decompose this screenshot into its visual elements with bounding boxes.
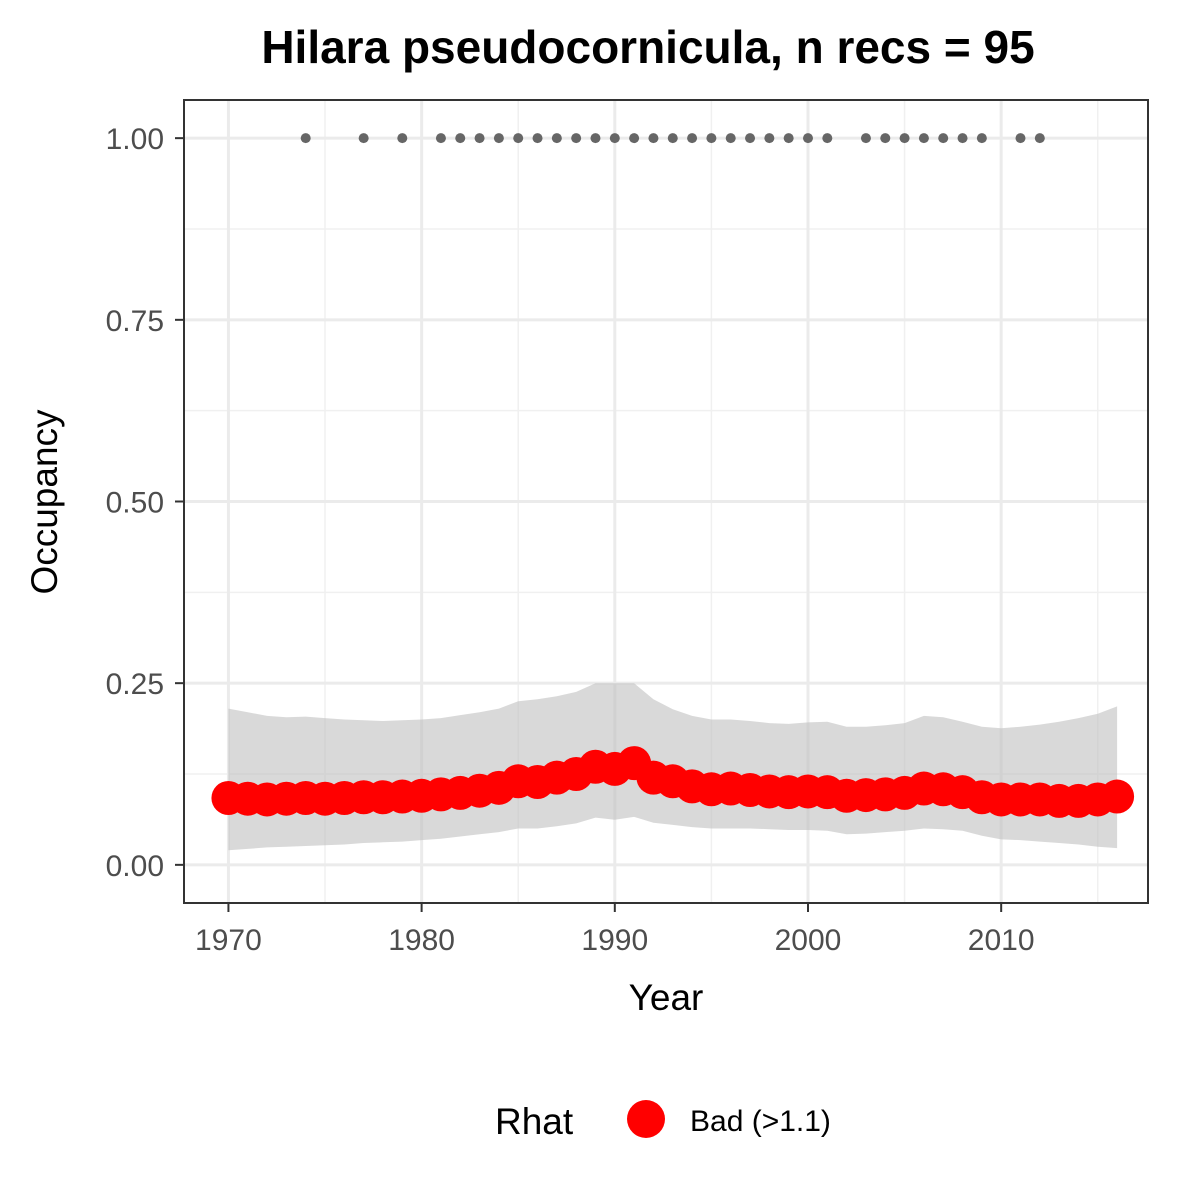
record-point [435,133,446,144]
record-point [1015,133,1026,144]
record-point [860,133,871,144]
records-layer [300,133,1045,144]
record-point [745,133,756,144]
x-tick-label: 2000 [775,924,842,957]
record-point [397,133,408,144]
record-point [687,133,698,144]
record-point [551,133,562,144]
record-point [725,133,736,144]
x-tick-label: 2010 [968,924,1035,957]
record-point [493,133,504,144]
x-axis-title: Year [629,977,704,1018]
y-axis: 0.00 0.25 0.50 0.75 1.00 [106,123,184,883]
record-point [358,133,369,144]
record-point [822,133,833,144]
y-tick-label: 0.00 [106,850,164,883]
record-point [802,133,813,144]
record-point [300,133,311,144]
record-point [571,133,582,144]
record-point [532,133,543,144]
record-point [706,133,717,144]
record-point [938,133,949,144]
record-point [957,133,968,144]
record-point [648,133,659,144]
legend: Rhat Bad (>1.1) [495,1100,831,1142]
record-point [1034,133,1045,144]
y-tick-label: 0.75 [106,305,164,338]
record-point [918,133,929,144]
x-tick-label: 1990 [581,924,648,957]
legend-key-bad-rhat [627,1100,665,1138]
record-point [513,133,524,144]
y-tick-label: 0.50 [106,487,164,520]
chart-title: Hilara pseudocornicula, n recs = 95 [261,21,1034,73]
record-point [880,133,891,144]
grid-major [184,100,1148,903]
y-tick-label: 1.00 [106,123,164,156]
plot-area [183,99,1149,904]
record-point [609,133,620,144]
record-point [455,133,466,144]
record-point [667,133,678,144]
record-point [899,133,910,144]
occupancy-point [1100,779,1135,814]
record-point [976,133,987,144]
y-axis-title: Occupancy [24,409,65,595]
legend-label-bad-rhat: Bad (>1.1) [690,1105,831,1138]
record-point [783,133,794,144]
record-point [629,133,640,144]
x-tick-label: 1970 [195,924,262,957]
record-point [474,133,485,144]
y-tick-label: 0.25 [106,668,164,701]
x-axis: 1970 1980 1990 2000 2010 [195,903,1035,957]
points-layer [211,746,1135,818]
x-tick-label: 1980 [388,924,455,957]
record-point [764,133,775,144]
legend-title: Rhat [495,1101,574,1142]
record-point [590,133,601,144]
